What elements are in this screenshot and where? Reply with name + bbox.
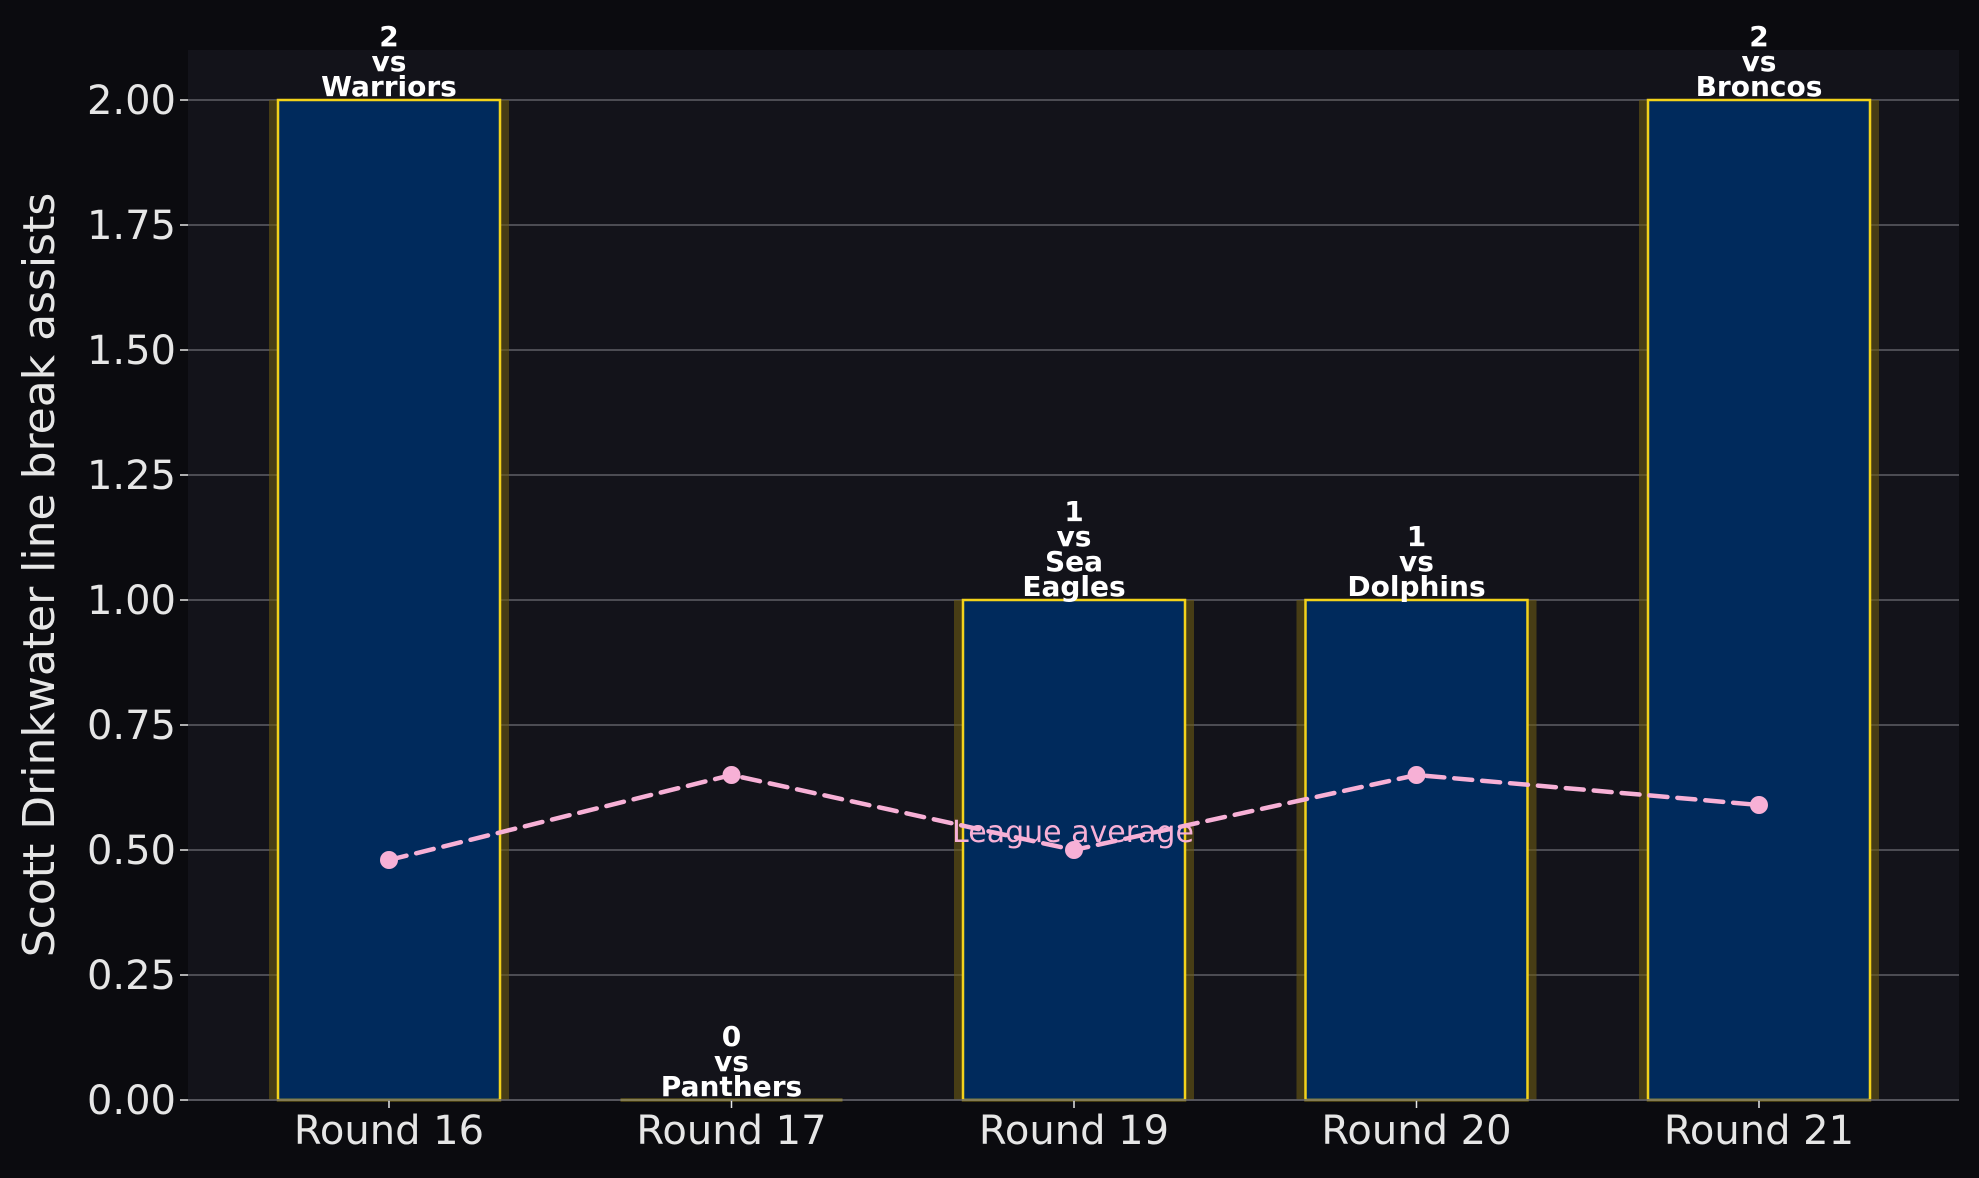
y-tick-label: 0.50 xyxy=(87,828,176,874)
bar-value-label: vs xyxy=(372,45,407,78)
bar-labels: 2vsWarriors0vsPanthers1vsSeaEagles1vsDol… xyxy=(321,20,1822,1103)
bar-value-label: Dolphins xyxy=(1347,570,1485,603)
x-tick-label: Round 17 xyxy=(636,1108,826,1154)
y-tick-label: 2.00 xyxy=(87,78,176,124)
bar-value-label: 1 xyxy=(1407,520,1426,553)
bar-value-label: vs xyxy=(1399,545,1434,578)
average-point xyxy=(722,766,741,784)
bar xyxy=(1646,98,1872,1102)
bar-value-label: Sea xyxy=(1045,545,1103,578)
y-tick-label: 0.75 xyxy=(87,703,176,749)
y-axis-ticks: 0.00 0.25 0.50 0.75 1.00 1.25 1.50 1.75 2.00 xyxy=(87,78,188,1124)
bar-value-label: Panthers xyxy=(661,1070,802,1103)
y-tick-label: 1.25 xyxy=(87,453,176,499)
x-tick-label: Round 20 xyxy=(1321,1108,1511,1154)
x-axis-ticks: Round 16 Round 17 Round 19 Round 20 Round 21 xyxy=(294,1100,1854,1154)
average-point xyxy=(380,851,398,869)
bar-value-label: vs xyxy=(714,1045,749,1078)
bar-value-label: 0 xyxy=(722,1020,741,1053)
average-point xyxy=(1750,796,1768,814)
y-tick-label: 1.75 xyxy=(87,203,176,249)
bar-value-label: 2 xyxy=(379,20,398,53)
bar-value-label: Eagles xyxy=(1022,570,1125,603)
y-tick-label: 1.00 xyxy=(87,578,176,624)
league-average-line xyxy=(380,766,1768,869)
y-tick-label: 0.25 xyxy=(87,953,176,999)
y-tick-label: 1.50 xyxy=(87,328,176,374)
bar-value-label: 2 xyxy=(1749,20,1768,53)
y-axis-label: Scott Drinkwater line break assists xyxy=(14,193,65,958)
y-tick-label: 0.00 xyxy=(87,1078,176,1124)
bar-value-label: 1 xyxy=(1064,495,1083,528)
average-point xyxy=(1065,841,1083,859)
bars xyxy=(269,98,1879,1102)
x-tick-label: Round 21 xyxy=(1664,1108,1854,1154)
x-tick-label: Round 19 xyxy=(979,1108,1169,1154)
x-tick-label: Round 16 xyxy=(294,1108,484,1154)
bar-value-label: Broncos xyxy=(1696,70,1823,103)
league-average-annotation: League average xyxy=(952,815,1194,850)
bar xyxy=(276,98,502,1102)
bar-value-label: vs xyxy=(1742,45,1777,78)
bar-value-label: vs xyxy=(1057,520,1092,553)
bar-value-label: Warriors xyxy=(321,70,457,103)
bar xyxy=(1304,598,1529,1102)
average-point xyxy=(1407,766,1426,784)
